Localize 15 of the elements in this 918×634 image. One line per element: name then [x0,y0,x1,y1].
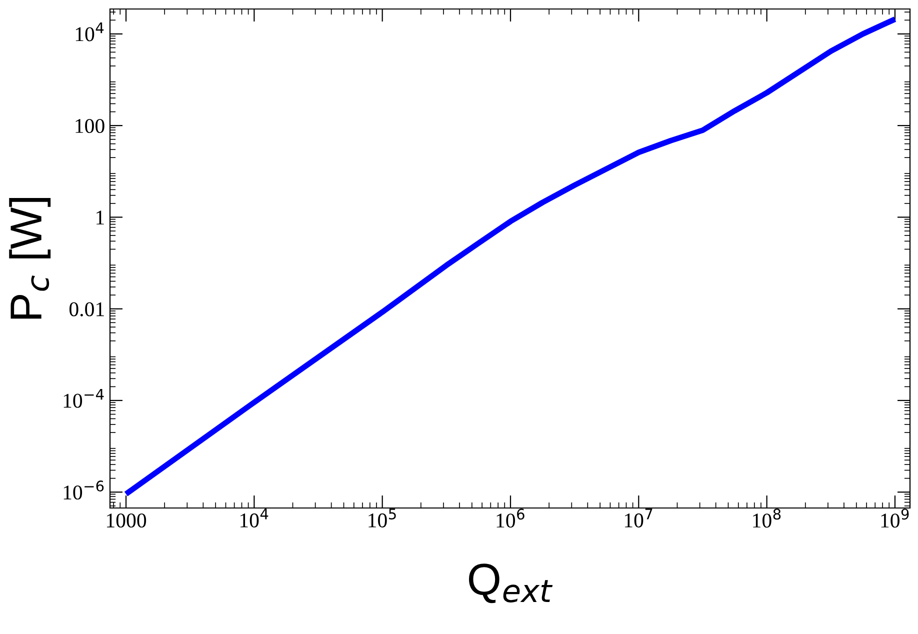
x-tick-label: 10$^{8}$ [753,508,781,528]
x-tick-label: 1000 [107,513,146,528]
x-tick-label: 10$^{9}$ [881,508,909,528]
x-tick-label: 10$^{7}$ [624,508,652,528]
x-tick-label: 10$^{6}$ [496,508,524,528]
y-tick-label: 100 [76,118,104,133]
y-tick-label: 10$^{4}$ [76,22,104,42]
y-tick-label: 1 [96,210,104,224]
y-tick-label: 10$^{−6}$ [64,480,104,500]
y-axis-title: P$_{c}$ [W] [9,198,51,319]
y-tick-label: 10$^{−4}$ [64,388,104,408]
y-tick-label: 0.01 [69,302,104,316]
x-tick-label: 10$^{5}$ [368,508,396,528]
x-tick-label: 10$^{4}$ [240,508,268,528]
x-axis-title: Q$_{ext}$ [468,564,553,604]
